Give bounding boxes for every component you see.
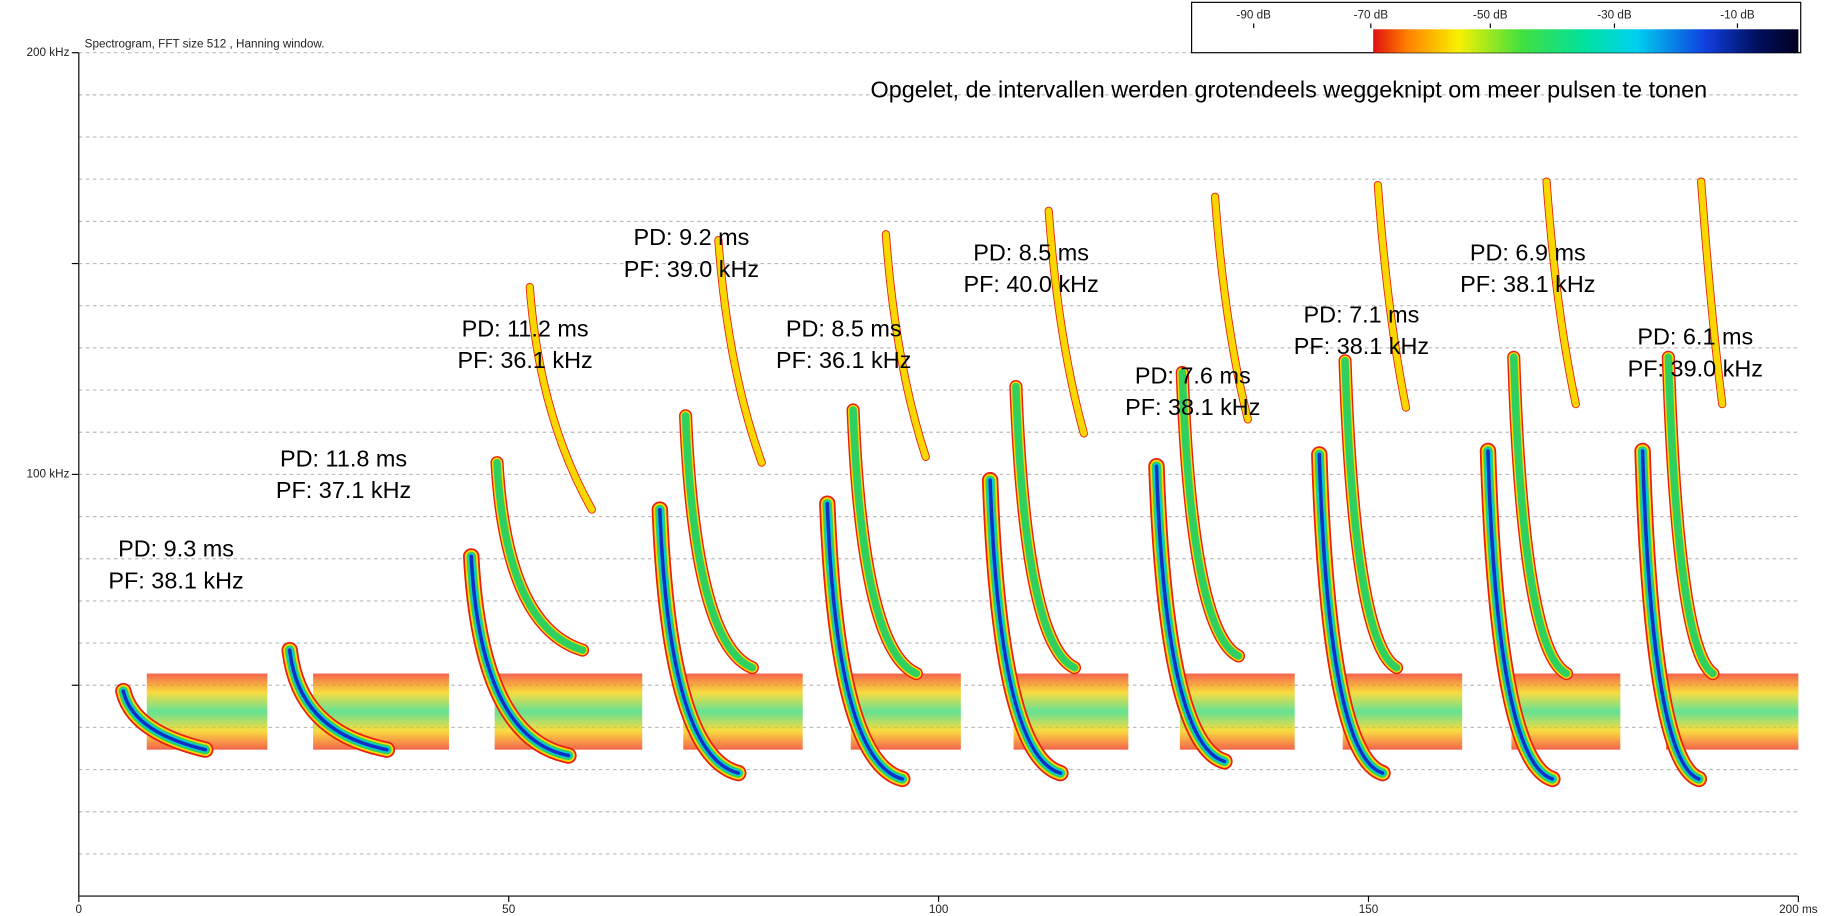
harmonic bbox=[882, 231, 929, 461]
peak-frequency: PF: 36.1 kHz bbox=[457, 347, 592, 373]
pulse-duration: PD: 9.3 ms bbox=[118, 536, 234, 562]
peak-frequency: PF: 40.0 kHz bbox=[963, 271, 1098, 297]
colorbar: -90 dB -70 dB -50 dB -30 dB -10 dB bbox=[1191, 1, 1802, 54]
pulse-sweep bbox=[121, 689, 208, 752]
colorbar-label: -70 dB bbox=[1354, 8, 1389, 21]
pulse-sweep bbox=[469, 554, 571, 758]
harmonic bbox=[1697, 178, 1726, 408]
peak-frequency: PF: 38.1 kHz bbox=[1460, 271, 1595, 297]
harmonic bbox=[715, 236, 765, 466]
peak-frequency: PF: 36.1 kHz bbox=[776, 347, 911, 373]
harmonic bbox=[1211, 193, 1252, 423]
harmonic bbox=[1543, 178, 1580, 408]
x-tick-label: 0 bbox=[76, 903, 83, 916]
x-tick-label: 150 bbox=[1359, 903, 1379, 916]
peak-frequency: PF: 38.1 kHz bbox=[1125, 394, 1260, 420]
peak-frequency: PF: 38.1 kHz bbox=[1294, 333, 1429, 359]
peak-frequency: PF: 38.1 kHz bbox=[108, 567, 243, 593]
pulse-duration: PD: 11.2 ms bbox=[462, 316, 589, 342]
harmonic bbox=[493, 458, 587, 654]
ticks: 100 kHz 200 kHz 0 50 100 150 200 ms bbox=[27, 46, 1818, 916]
chart-title: Spectrogram, FFT size 512 , Hanning wind… bbox=[85, 38, 325, 51]
colorbar-label: -50 dB bbox=[1473, 8, 1508, 21]
pulse-sweep bbox=[825, 501, 905, 781]
x-tick-label: 50 bbox=[502, 903, 516, 916]
annotations: PD: 9.3 ms PF: 38.1 kHz PD: 11.8 ms PF: 37.… bbox=[108, 224, 1763, 593]
pulse-sweep bbox=[1154, 464, 1227, 764]
harmonic bbox=[849, 406, 921, 678]
harmonic bbox=[526, 283, 596, 513]
colorbar-label: -10 dB bbox=[1720, 8, 1755, 21]
x-tick-label: 100 bbox=[929, 903, 949, 916]
x-tick-label: 200 ms bbox=[1779, 903, 1818, 916]
pulse-duration: PD: 11.8 ms bbox=[280, 446, 407, 472]
peak-frequency: PF: 39.0 kHz bbox=[624, 256, 759, 282]
pulse-sweep bbox=[1317, 452, 1385, 775]
pulse-duration: PD: 8.5 ms bbox=[973, 239, 1089, 265]
pulse-sweep bbox=[1486, 449, 1555, 781]
pulse-sweep bbox=[1640, 449, 1701, 781]
harmonic bbox=[1045, 207, 1088, 437]
pulse-duration: PD: 7.1 ms bbox=[1304, 301, 1420, 327]
pulse-sweep bbox=[287, 648, 389, 752]
pulse-duration: PD: 6.9 ms bbox=[1470, 239, 1586, 265]
pulse-sweep bbox=[988, 478, 1063, 775]
harmonic bbox=[681, 412, 757, 672]
peak-frequency: PF: 37.1 kHz bbox=[276, 477, 411, 503]
pulse-duration: PD: 7.6 ms bbox=[1135, 362, 1251, 388]
peak-frequency: PF: 39.0 kHz bbox=[1628, 355, 1763, 381]
harmonic bbox=[1341, 357, 1401, 672]
spectrogram-image bbox=[115, 177, 1799, 788]
harmonic bbox=[1012, 382, 1079, 672]
colorbar-label: -90 dB bbox=[1236, 8, 1271, 21]
noise bbox=[1666, 673, 1799, 750]
harmonic bbox=[1374, 181, 1410, 411]
pulse-sweep bbox=[658, 507, 741, 775]
pulse-duration: PD: 8.5 ms bbox=[786, 316, 902, 342]
colorbar-gradient bbox=[1373, 29, 1799, 53]
y-tick-label: 200 kHz bbox=[27, 46, 70, 59]
pulse-duration: PD: 9.2 ms bbox=[634, 224, 750, 250]
colorbar-label: -30 dB bbox=[1597, 8, 1632, 21]
pulse-duration: PD: 6.1 ms bbox=[1637, 324, 1753, 350]
note: Opgelet, de intervallen werden grotendee… bbox=[871, 77, 1708, 103]
harmonic bbox=[1178, 368, 1243, 660]
harmonic bbox=[1664, 353, 1717, 678]
harmonic bbox=[1509, 353, 1571, 678]
y-tick-label: 100 kHz bbox=[27, 467, 70, 480]
